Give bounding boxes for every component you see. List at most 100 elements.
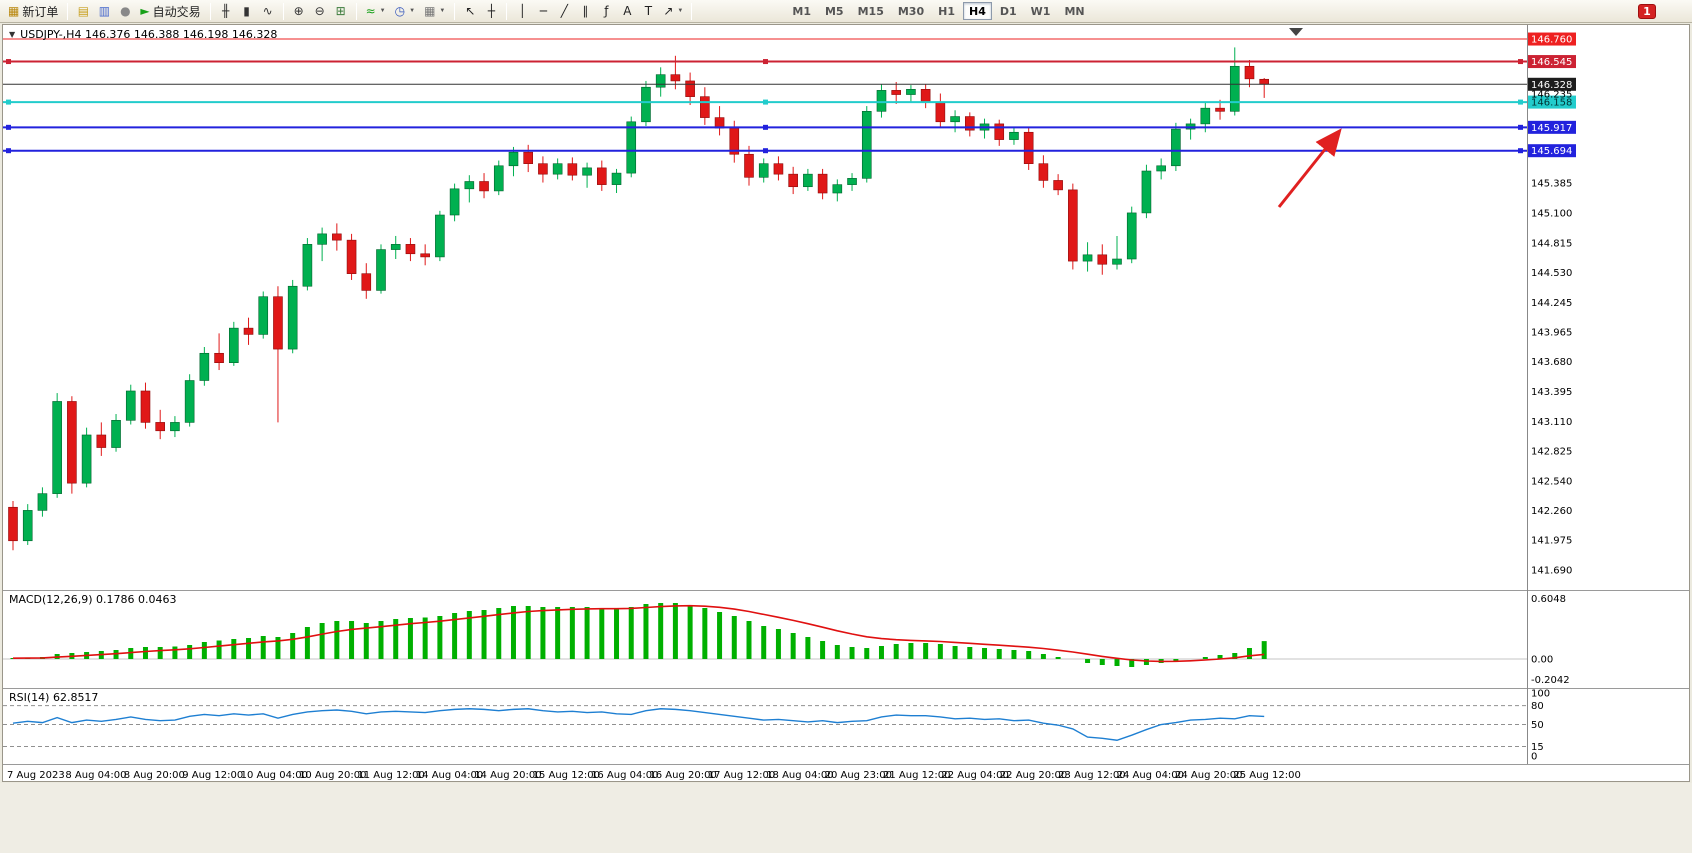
candle [744,153,754,178]
timeframe-h4-button[interactable]: H4 [963,2,992,20]
line-handle[interactable] [763,148,768,154]
rsi-scale-label: 0 [1531,752,1537,763]
candle [8,506,18,542]
candle [1259,78,1269,85]
dropdown-arrow-icon[interactable]: ▼ [409,8,416,14]
candle [891,90,902,95]
crosshair-button[interactable]: ┼ [481,1,501,21]
price-line-label-box [1528,144,1576,158]
timeframe-m1-button[interactable]: M1 [792,4,811,18]
candle [67,401,77,484]
equidistant-channel-button[interactable]: ∥ [575,1,595,21]
timeframe-m30-button[interactable]: M30 [897,4,925,18]
candle [1097,254,1108,265]
rsi-scale-label: 80 [1531,701,1544,712]
button-label: 新订单 [22,4,59,19]
candle [964,116,975,131]
line-handle[interactable] [1518,148,1523,154]
timeframe-h1-button[interactable]: H1 [938,4,955,18]
candle [155,422,165,432]
line-handle[interactable] [1518,59,1523,65]
line-chart-button[interactable]: ∿ [258,1,278,21]
candle [1215,107,1225,112]
new-order-button[interactable]: ▦ 新订单 [4,1,62,21]
charts-button[interactable]: ▤ [73,1,93,21]
ohlc-bars-button[interactable]: ╫ [216,1,236,21]
line-handle[interactable] [763,124,768,130]
candle [140,390,151,423]
time-axis-label: 23 Aug 12:00 [1058,770,1125,781]
candle [950,116,960,123]
candle [435,214,445,258]
zoom-out-icon: ⊖ [314,4,325,18]
candle [655,74,666,88]
toolbar-separator [355,2,357,20]
dropdown-arrow-icon[interactable]: ▼ [439,8,446,14]
zoom-in-button[interactable]: ⊕ [289,1,309,21]
indicators-button[interactable]: ≈ ▼ [362,1,390,21]
candle [817,173,828,194]
macd-scale-label: 0.6048 [1531,594,1566,605]
collapse-icon[interactable]: ▼ [9,30,16,39]
chart-canvas[interactable]: 146.760 146.545 146.328 146.158 145.917 145.6… [3,25,1689,781]
price-line-label: 146.158 [1531,98,1572,109]
line-handle[interactable] [763,59,768,65]
notification-badge[interactable]: 1 [1638,3,1656,19]
line-handle[interactable] [6,59,11,65]
periods-icon: ◷ [394,4,406,18]
templates-button[interactable]: ▦ ▼ [420,1,449,21]
dropdown-arrow-icon[interactable]: ▼ [677,8,684,14]
trendline-button[interactable]: ╱ [554,1,574,21]
line-handle[interactable] [1518,99,1523,105]
candle [920,89,931,103]
cursor-button[interactable]: ↖ [460,1,480,21]
time-axis-label: 14 Aug 04:00 [416,770,483,781]
candlestick-chart-button[interactable]: ▮ [237,1,257,21]
time-axis-label: 15 Aug 12:00 [533,770,600,781]
candle [22,510,33,542]
autotrading-button[interactable]: ► 自动交易 [136,1,204,21]
zoom-out-button[interactable]: ⊖ [310,1,330,21]
timeframe-d1-button[interactable]: D1 [999,4,1017,18]
line-handle[interactable] [6,148,11,154]
periods-button[interactable]: ◷ ▼ [391,1,419,21]
price-line-label-box [1528,32,1576,46]
dropdown-arrow-icon[interactable]: ▼ [379,8,386,14]
candle [788,173,798,188]
macd-histogram [10,603,1267,667]
arrow-annotation[interactable] [1277,128,1342,208]
tile-windows-icon: ⊞ [335,4,346,18]
text-label-button[interactable]: T [638,1,658,21]
candle [258,296,269,335]
vertical-line-button[interactable]: │ [512,1,532,21]
line-handle[interactable] [1518,124,1523,130]
autotrading-icon: ► [140,4,150,18]
workspace-background [0,783,1692,853]
candle [479,181,489,192]
macd-scale-label: 0.00 [1531,655,1553,666]
timeframe-m5-button[interactable]: M5 [824,4,844,18]
candle [346,239,357,274]
time-axis-label: 25 Aug 12:00 [1233,770,1300,781]
strategy-tester-button[interactable]: ● [115,1,135,21]
time-axis-label: 24 Aug 04:00 [1117,770,1184,781]
candle [596,167,607,185]
horizontal-line-button[interactable]: ─ [533,1,553,21]
candle [420,253,430,258]
timeframe-m15-button[interactable]: M15 [857,4,884,18]
timeframe-mn-button[interactable]: MN [1064,4,1085,18]
candle [861,111,872,179]
tile-windows-button[interactable]: ⊞ [331,1,351,21]
timeframe-w1-button[interactable]: W1 [1030,4,1051,18]
profiles-button[interactable]: ▥ [94,1,114,21]
chart-shift-marker[interactable] [1289,28,1303,36]
line-handle[interactable] [763,99,768,105]
price-scale-label: 143.680 [1531,357,1572,368]
arrows-button[interactable]: ↗ ▼ [659,1,687,21]
fibonacci-button[interactable]: ƒ [596,1,616,21]
price-scale-label: 143.395 [1531,387,1572,398]
line-handle[interactable] [6,124,11,130]
text-button[interactable]: A [617,1,637,21]
line-handle[interactable] [6,99,11,105]
